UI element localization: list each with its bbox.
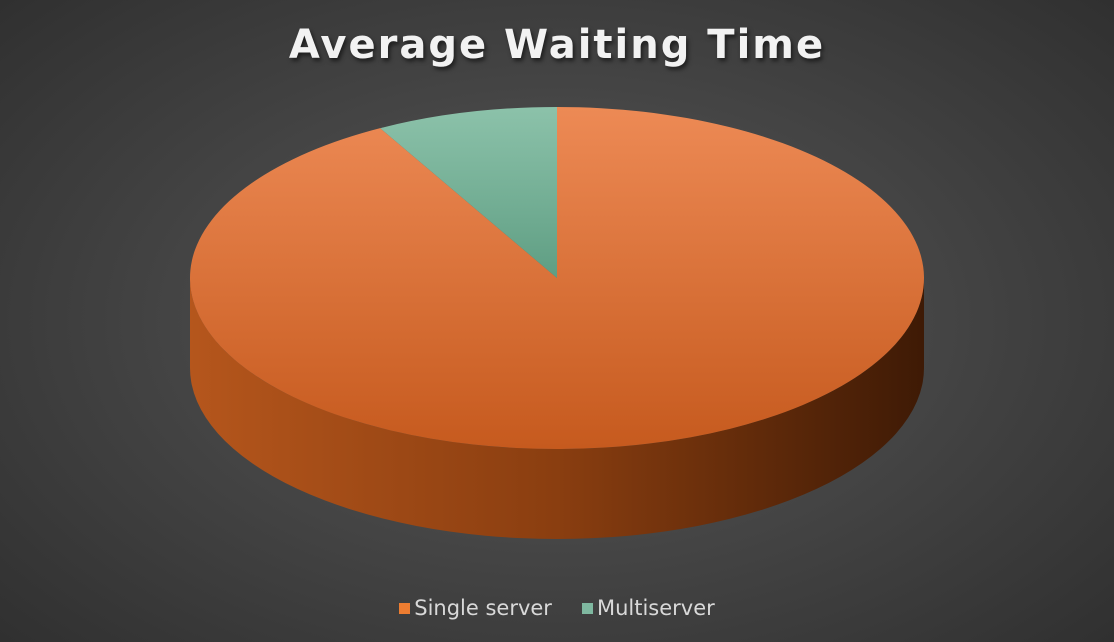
legend-item-multiserver: Multiserver	[581, 596, 715, 620]
pie-side-single-server	[190, 278, 924, 539]
pie-slice-single-server	[189, 107, 924, 449]
legend-label-single-server: Single server	[414, 596, 552, 620]
legend-item-single-server: Single server	[399, 596, 552, 620]
pie-slices	[189, 107, 924, 539]
legend-swatch-multiserver	[581, 602, 593, 614]
pie-slice-multiserver	[380, 107, 557, 278]
chart-title: Average Waiting Time	[288, 22, 826, 68]
legend-swatch-single-server	[399, 602, 411, 614]
legend: Single server Multiserver	[0, 596, 1114, 620]
legend-label-multiserver: Multiserver	[596, 596, 715, 620]
